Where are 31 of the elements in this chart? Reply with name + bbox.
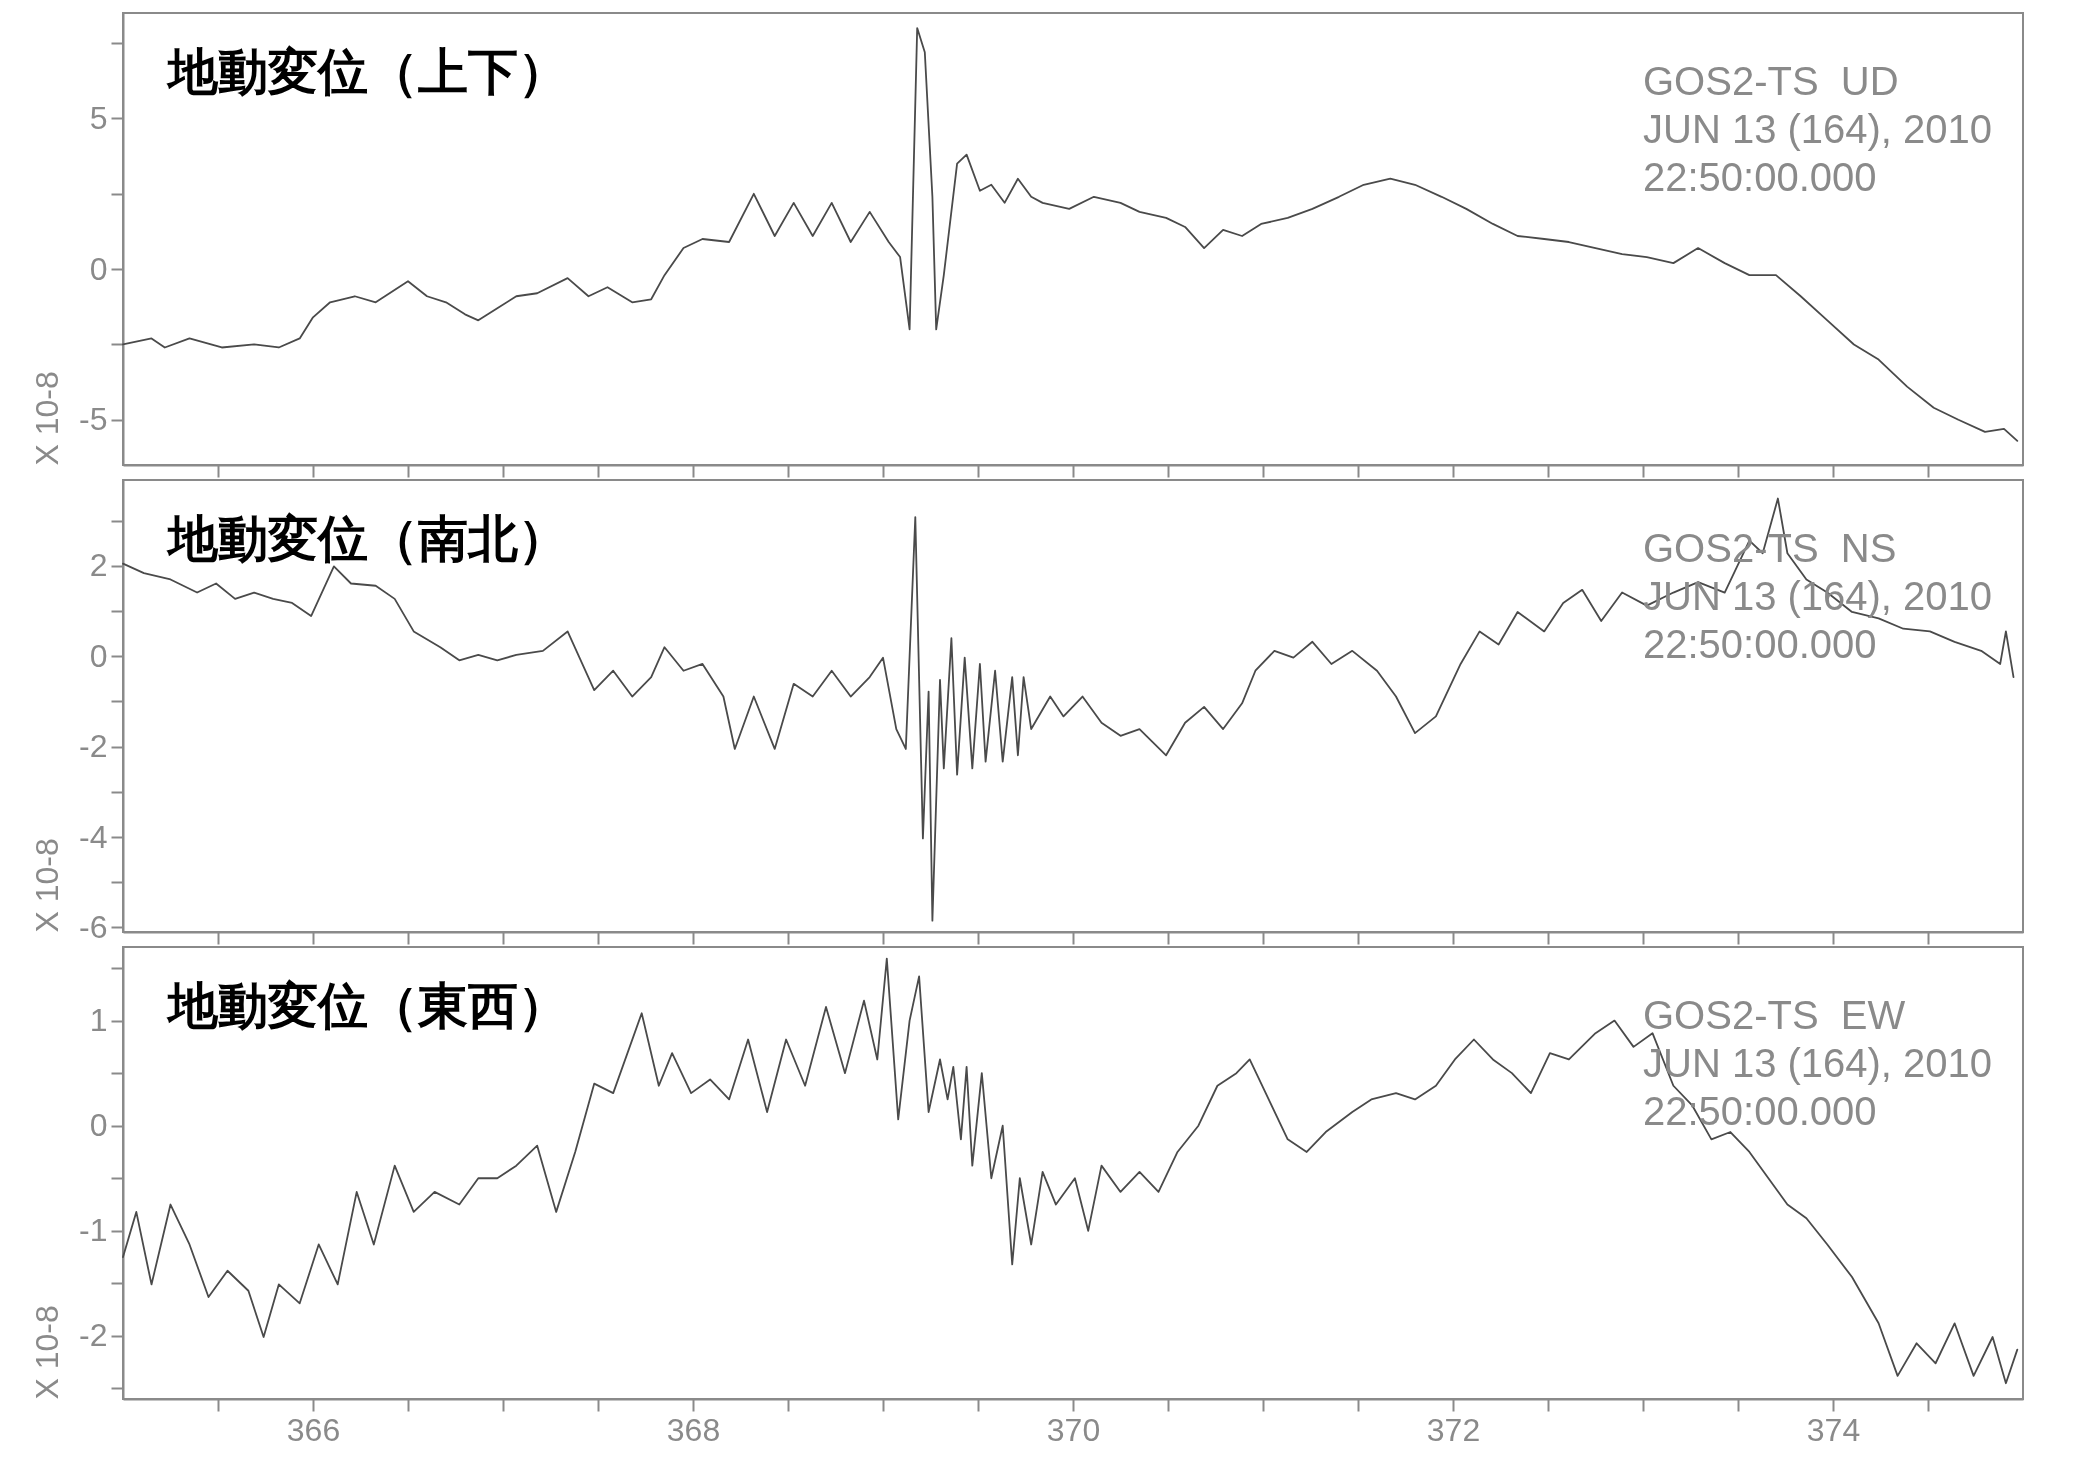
x-tick-label: 372: [1426, 1411, 1481, 1448]
y-tick-label: -2: [79, 1317, 108, 1354]
line-series: [122, 27, 2019, 442]
line-series: [122, 497, 2015, 922]
y-tick-label: -5: [79, 401, 108, 438]
text: 地動変位（上下）: [166, 43, 568, 101]
y-tick-label: 0: [89, 250, 108, 287]
annotation: 22:50:00.000: [1643, 155, 1877, 199]
annotation: GOS2-TS EW: [1643, 993, 1906, 1037]
y-axis-title: X 10-8: [29, 371, 66, 466]
y-axis-title: X 10-8: [29, 1305, 66, 1400]
annotation: JUN 13 (164), 2010: [1643, 107, 1993, 151]
x-tick-label: 370: [1046, 1411, 1101, 1448]
y-tick-label: 0: [89, 637, 108, 674]
annotation: 22:50:00.000: [1643, 622, 1877, 666]
y-tick-label: 0: [89, 1107, 108, 1144]
y-tick-label: -1: [79, 1212, 108, 1249]
x-tick-label: 368: [666, 1411, 721, 1448]
y-axis-title: X 10-8: [29, 838, 66, 933]
x-tick-label: 374: [1806, 1411, 1861, 1448]
line-series: [122, 957, 2019, 1385]
y-tick-label: 2: [89, 547, 108, 584]
y-tick-label: 1: [89, 1002, 108, 1039]
text: 地動変位（南北）: [166, 510, 568, 568]
y-tick-label: -4: [79, 818, 108, 855]
annotation: GOS2-TS UD: [1643, 59, 1899, 103]
y-tick-label: -6: [79, 908, 108, 945]
y-tick-label: 5: [89, 99, 108, 136]
text: 地動変位（東西）: [166, 977, 568, 1035]
x-tick-label: 366: [286, 1411, 341, 1448]
y-tick-label: -2: [79, 728, 108, 765]
